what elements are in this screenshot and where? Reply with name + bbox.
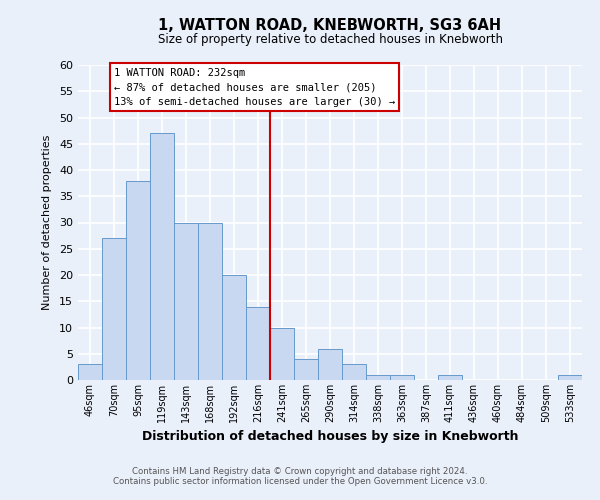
Text: Contains public sector information licensed under the Open Government Licence v3: Contains public sector information licen… [113, 477, 487, 486]
Text: 1 WATTON ROAD: 232sqm
← 87% of detached houses are smaller (205)
13% of semi-det: 1 WATTON ROAD: 232sqm ← 87% of detached … [114, 68, 395, 107]
Bar [438, 375, 462, 380]
Bar [294, 359, 318, 380]
Bar [366, 375, 390, 380]
Bar [102, 238, 126, 380]
Bar [342, 364, 366, 380]
Bar [318, 348, 342, 380]
Text: Size of property relative to detached houses in Knebworth: Size of property relative to detached ho… [157, 32, 503, 46]
Bar [126, 180, 150, 380]
Text: Contains HM Land Registry data © Crown copyright and database right 2024.: Contains HM Land Registry data © Crown c… [132, 467, 468, 476]
Bar [222, 275, 246, 380]
Bar [174, 222, 198, 380]
Text: 1, WATTON ROAD, KNEBWORTH, SG3 6AH: 1, WATTON ROAD, KNEBWORTH, SG3 6AH [158, 18, 502, 32]
Bar [246, 306, 270, 380]
Bar [150, 133, 174, 380]
Y-axis label: Number of detached properties: Number of detached properties [42, 135, 52, 310]
Bar [78, 364, 102, 380]
X-axis label: Distribution of detached houses by size in Knebworth: Distribution of detached houses by size … [142, 430, 518, 444]
Bar [198, 222, 222, 380]
Bar [558, 375, 582, 380]
Bar [270, 328, 294, 380]
Bar [390, 375, 414, 380]
